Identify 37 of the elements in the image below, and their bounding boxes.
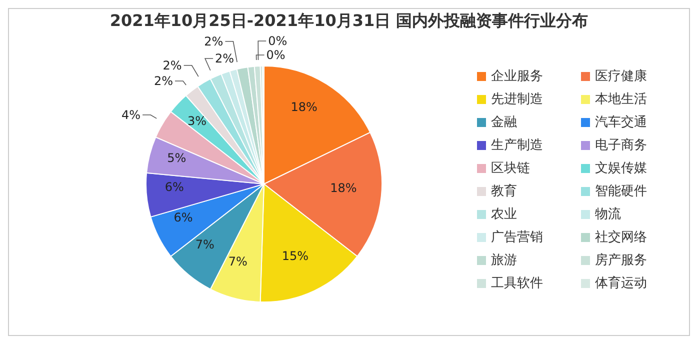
- legend-label: 医疗健康: [595, 68, 647, 85]
- legend-label: 社交网络: [595, 229, 647, 246]
- data-label: 0%: [268, 34, 288, 48]
- legend-label: 生产制造: [491, 137, 543, 154]
- data-label: 7%: [195, 237, 214, 252]
- legend-label: 文娱传媒: [595, 160, 647, 177]
- data-label: 4%: [122, 108, 141, 122]
- legend-label: 先进制造: [491, 91, 543, 108]
- data-label: 7%: [228, 254, 248, 268]
- legend-label: 农业: [491, 206, 517, 223]
- data-label: 6%: [174, 210, 193, 225]
- legend-label: 汽车交通: [595, 114, 647, 131]
- data-label: 6%: [164, 180, 184, 194]
- data-label: 18%: [290, 100, 318, 114]
- legend-label: 工具软件: [491, 275, 543, 292]
- legend-label: 电子商务: [595, 137, 647, 154]
- data-label: 0%: [266, 48, 286, 62]
- legend-label: 企业服务: [491, 68, 543, 85]
- legend-label: 本地生活: [595, 91, 647, 108]
- legend-label: 广告营销: [491, 229, 543, 246]
- data-label: 18%: [330, 180, 357, 195]
- data-label: 2%: [204, 34, 224, 48]
- data-label: 5%: [167, 150, 186, 165]
- data-label: 15%: [282, 248, 309, 263]
- legend-label: 房产服务: [595, 252, 647, 269]
- data-label: 2%: [215, 52, 234, 66]
- legend-label: 物流: [595, 206, 621, 223]
- legend-label: 智能硬件: [595, 183, 647, 200]
- legend-label: 区块链: [491, 160, 530, 177]
- data-label: 2%: [162, 58, 182, 72]
- data-label: 3%: [188, 114, 207, 128]
- chart-title: 2021年10月25日-2021年10月31日 国内外投融资事件行业分布: [108, 11, 590, 32]
- legend-label: 金融: [491, 114, 517, 131]
- legend-label: 体育运动: [595, 274, 647, 292]
- legend-label: 旅游: [491, 252, 517, 269]
- data-label: 2%: [154, 74, 173, 88]
- legend-label: 教育: [491, 182, 517, 200]
